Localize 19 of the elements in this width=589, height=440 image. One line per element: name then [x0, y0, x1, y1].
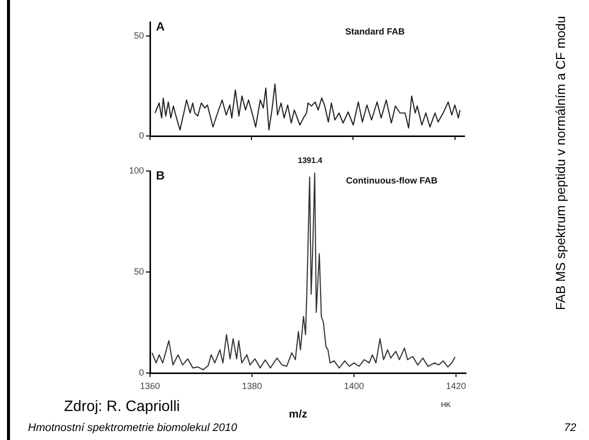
x-axis-title: m/z — [288, 408, 308, 421]
x-tick-label: 1400 — [344, 380, 364, 391]
x-tick-label: 1360 — [140, 380, 160, 391]
y-tick-label: 50 — [134, 266, 144, 276]
text: Hmotnostní spektrometrie biomolekul 2010 — [28, 422, 238, 434]
y-tick-label: 100 — [128, 165, 144, 176]
y-tick-label: 0 — [138, 367, 144, 378]
annotation: 1391.4 — [298, 156, 323, 166]
annotation: B — [156, 168, 165, 182]
y-tick-label: 50 — [134, 30, 144, 40]
y-tick-label: 0 — [138, 130, 144, 140]
x-tick-label: 1380 — [242, 380, 262, 391]
text: Continuous-flow FAB — [346, 175, 438, 186]
text: FAB MS spektrum peptidu v normálním a CF modu — [553, 16, 568, 310]
annotation: A — [156, 19, 165, 34]
text: 72 — [564, 422, 576, 434]
text: Zdroj: R. Capriolli — [64, 398, 180, 415]
x-tick-label: 1420 — [446, 380, 466, 391]
text: Standard FAB — [345, 26, 406, 36]
